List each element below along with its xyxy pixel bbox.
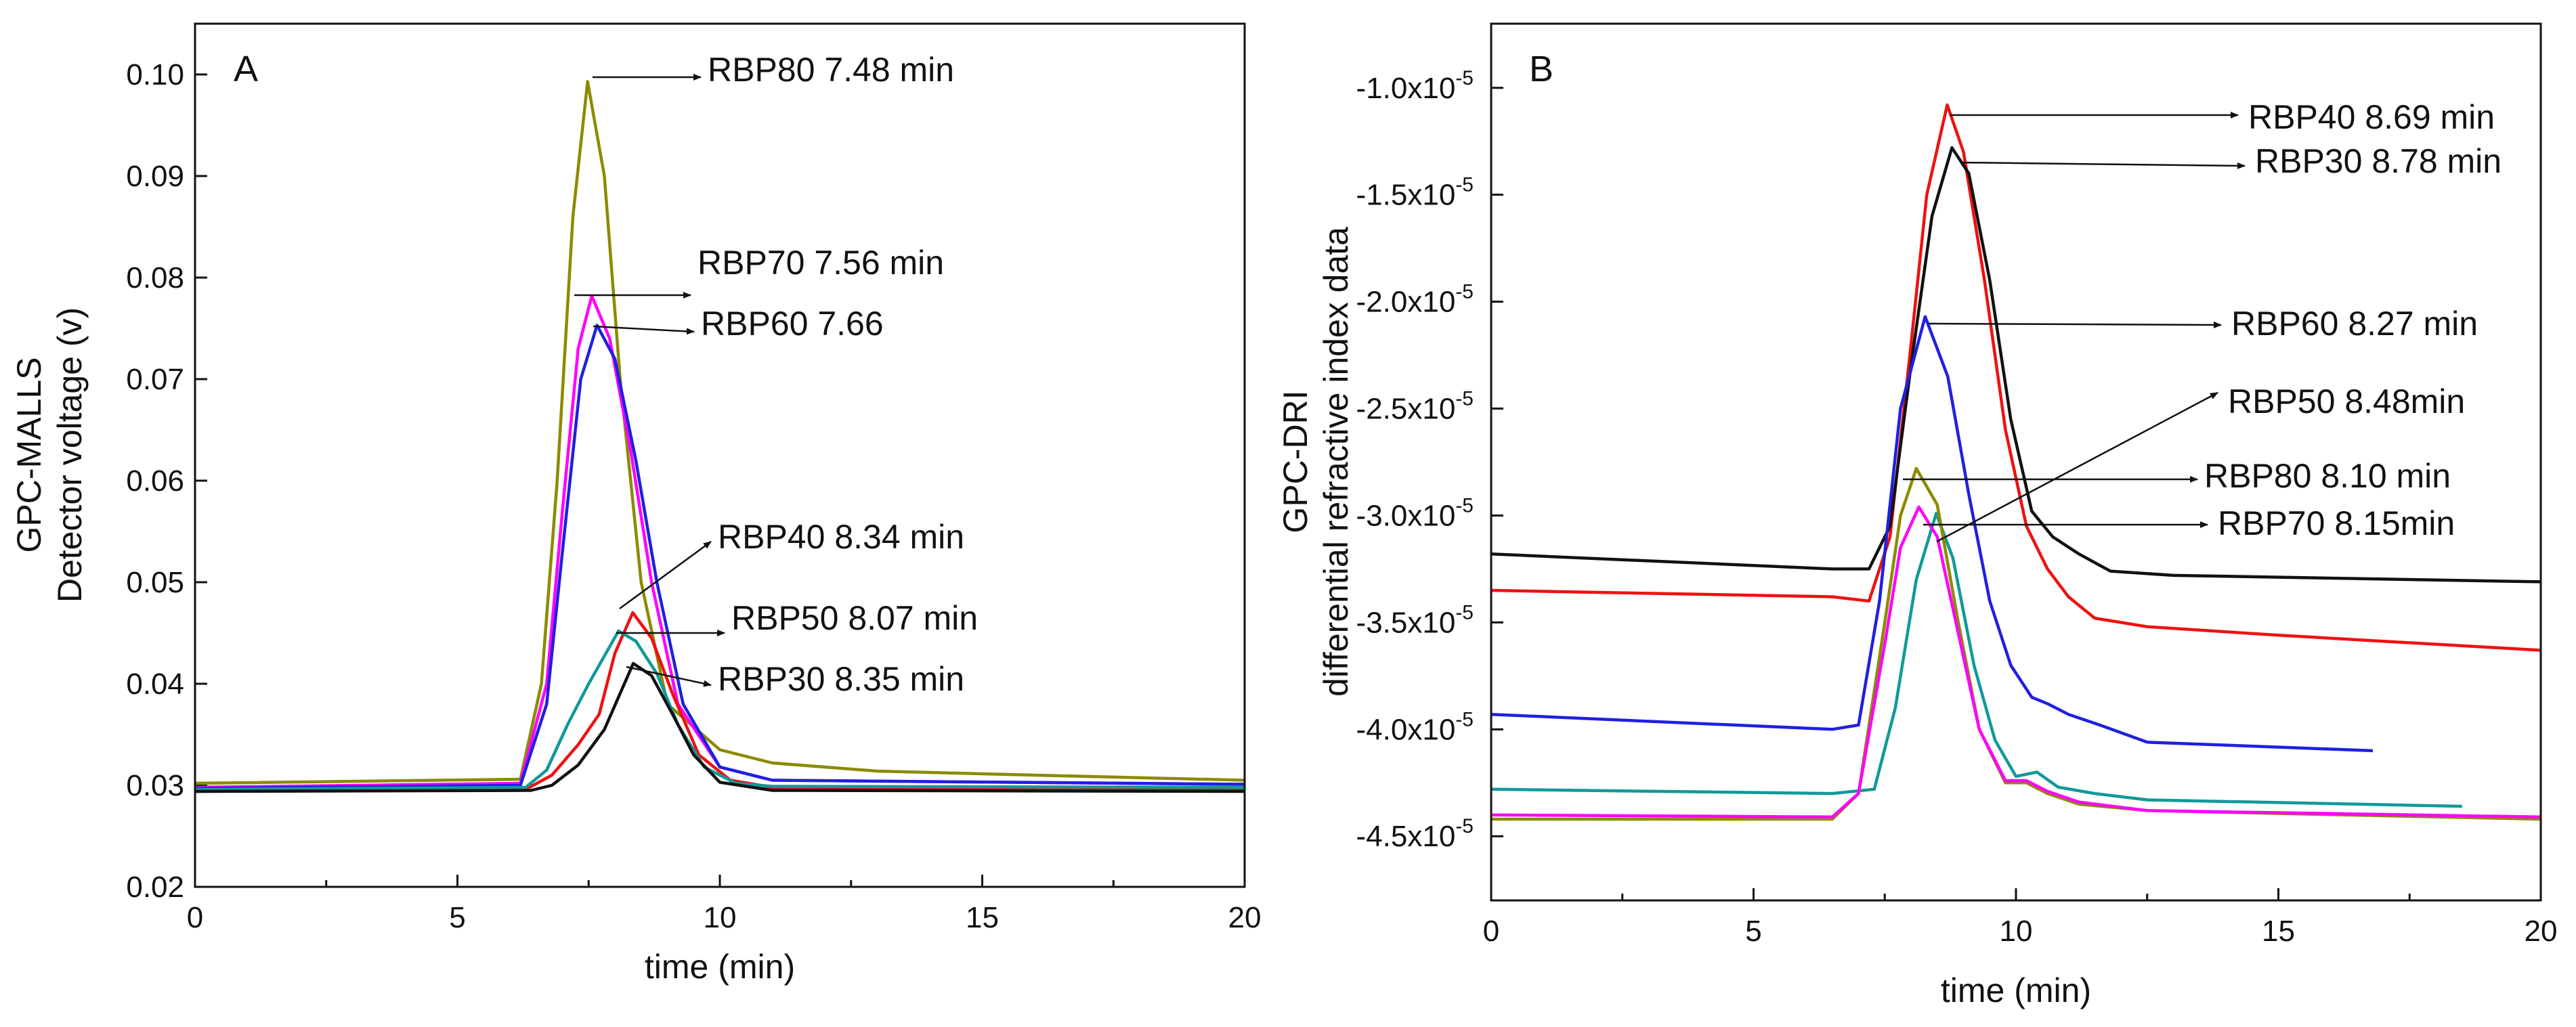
y-tick-exponent: -5: [1455, 815, 1474, 837]
y-tick-label: 0.10: [126, 58, 184, 91]
y-tick-label: -2.5x10-5: [1356, 388, 1474, 426]
y-tick-label: -1.5x10-5: [1356, 174, 1474, 212]
annotation-arrow: [1960, 161, 2246, 169]
panel-b: 0 5 10 15 20 -4.5x10-5 -4.0x10-5 -3.5x10-5 -3.0x…: [1276, 22, 2558, 1009]
panel-a-y-axis-title-line2: Detector voltage (v): [51, 307, 89, 603]
y-tick-label: 0.09: [126, 160, 184, 193]
panel-a: 0 5 10 15 20 0.02 0.03 0.04 0.05 0.06 0.07 0.08 0.09…: [10, 22, 1261, 986]
panel-a-ticks: 0 5 10 15 20 0.02 0.03 0.04 0.05 0.06 0.07 0.08 0.09…: [126, 58, 1261, 934]
panel-a-y-axis-title-line1: GPC-MALLS: [10, 357, 48, 553]
y-tick-exponent: -5: [1455, 601, 1474, 624]
panel-b-plot-frame: [1490, 22, 2542, 902]
annotation-label: RBP60 8.27 min: [2231, 305, 2478, 343]
y-tick-label: 0.04: [126, 668, 184, 701]
x-tick-label: 5: [449, 901, 465, 934]
annotation-label: RBP70 8.15min: [2218, 504, 2455, 542]
annotation-label: RBP80 7.48 min: [708, 51, 954, 89]
y-tick-label: -3.5x10-5: [1356, 601, 1474, 639]
series-line-rbp40: [1490, 103, 2541, 652]
y-tick-exponent: -5: [1455, 388, 1474, 410]
panel-b-x-axis-title: time (min): [1941, 971, 2091, 1009]
annotation-label: RBP40 8.69 min: [2248, 98, 2495, 136]
annotation-label: RBP40 8.34 min: [718, 518, 964, 556]
x-tick-label: 10: [704, 901, 737, 934]
panel-b-y-axis-title-line2: differential refractive index data: [1317, 227, 1355, 697]
x-tick-label: 15: [966, 901, 999, 934]
panel-b-letter: B: [1529, 49, 1553, 89]
x-tick-label: 20: [2525, 915, 2558, 948]
annotation-label: RBP80 8.10 min: [2204, 457, 2451, 495]
annotation-label: RBP50 8.48min: [2228, 383, 2465, 420]
annotation-arrow: [619, 540, 712, 610]
y-tick-exponent: -5: [1455, 708, 1474, 730]
y-tick-label: -2.0x10-5: [1356, 281, 1474, 319]
y-tick-label: -3.0x10-5: [1356, 494, 1474, 532]
y-tick-label: 0.03: [126, 769, 184, 802]
y-tick-label: 0.06: [126, 464, 184, 498]
annotation-label: RBP50 8.07 min: [731, 599, 978, 637]
annotation-label: RBP60 7.66: [701, 305, 884, 343]
panel-a-letter: A: [234, 49, 258, 89]
y-tick-exponent: -5: [1455, 281, 1474, 303]
annotation-arrow: [1936, 391, 2218, 543]
y-tick-exponent: -5: [1455, 494, 1474, 517]
series-line-rbp50: [1490, 512, 2462, 808]
series-line-rbp70: [1490, 505, 2541, 819]
y-tick-label: -4.0x10-5: [1356, 708, 1474, 746]
y-tick-label: -4.5x10-5: [1356, 815, 1474, 853]
y-tick-exponent: -5: [1455, 174, 1474, 196]
panel-a-plot-frame: [194, 22, 1246, 888]
annotation-label: RBP30 8.78 min: [2255, 142, 2502, 180]
annotation-label: RBP70 7.56 min: [697, 244, 944, 282]
panel-a-x-axis-title: time (min): [645, 948, 795, 986]
panel-b-series: [1490, 103, 2541, 821]
x-tick-label: 20: [1228, 901, 1262, 934]
panel-b-ticks: 0 5 10 15 20 -4.5x10-5 -4.0x10-5 -3.5x10-5 -3.0x…: [1356, 67, 2558, 948]
y-tick-exponent: -5: [1455, 67, 1474, 89]
x-tick-label: 15: [2262, 915, 2295, 948]
x-tick-label: 0: [1483, 915, 1499, 948]
y-tick-label: 0.02: [126, 871, 184, 904]
x-tick-label: 5: [1745, 915, 1761, 948]
panel-b-annotations: RBP40 8.69 min RBP30 8.78 min RBP60 8.27 m…: [1903, 98, 2502, 543]
x-tick-label: 10: [2000, 915, 2033, 948]
series-line-rbp30: [1490, 146, 2541, 584]
panel-a-annotations: RBP80 7.48 min RBP70 7.56 min RBP60 7.66 RB…: [574, 51, 978, 698]
panel-b-y-axis-title-line1: GPC-DRI: [1276, 390, 1314, 533]
y-tick-label: 0.08: [126, 261, 184, 294]
annotation-label: RBP30 8.35 min: [718, 660, 964, 698]
series-line-rbp60: [194, 324, 1245, 790]
y-tick-label: 0.07: [126, 363, 184, 396]
annotation-arrow: [1928, 321, 2222, 328]
series-line-rbp60: [1490, 315, 2374, 753]
x-tick-label: 0: [187, 901, 203, 934]
y-tick-label: -1.0x10-5: [1356, 67, 1474, 105]
annotation-arrow: [626, 665, 712, 687]
annotation-arrow: [593, 325, 695, 335]
y-tick-label: 0.05: [126, 566, 184, 599]
panel-a-series: [194, 80, 1245, 793]
